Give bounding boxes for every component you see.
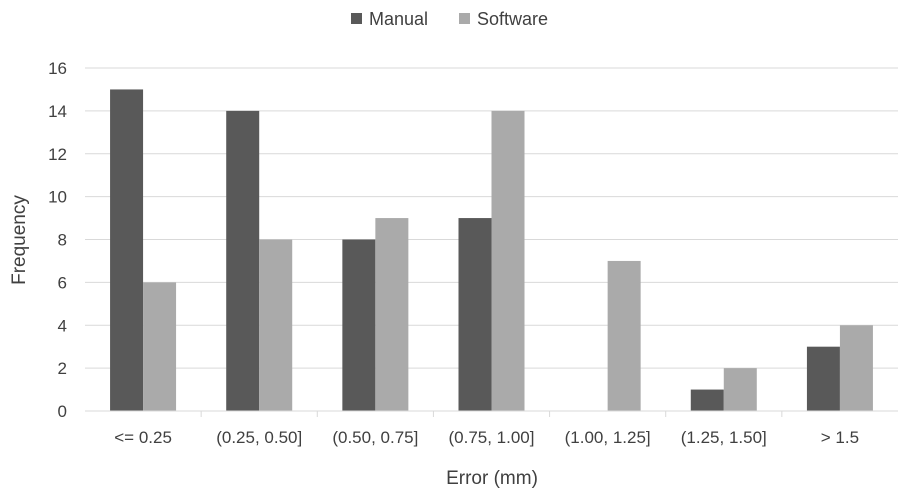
y-axis-ticks: 0 2 4 6 8 10 12 14 16 bbox=[48, 59, 67, 421]
y-tick-label: 16 bbox=[48, 59, 67, 78]
y-axis-title: Frequency bbox=[9, 195, 30, 285]
y-tick-label: 10 bbox=[48, 188, 67, 207]
x-tick-label: > 1.5 bbox=[821, 428, 859, 447]
y-tick-label: 6 bbox=[58, 273, 67, 292]
x-tick-label: (0.25, 0.50] bbox=[216, 428, 302, 447]
x-axis-ticks: <= 0.25 (0.25, 0.50] (0.50, 0.75] (0.75, 1.… bbox=[114, 411, 859, 447]
y-tick-label: 4 bbox=[58, 316, 67, 335]
legend-swatch-manual bbox=[351, 13, 362, 24]
x-tick-label: (1.25, 1.50] bbox=[681, 428, 767, 447]
bars bbox=[110, 89, 873, 411]
legend: Manual Software bbox=[351, 9, 548, 29]
y-tick-label: 0 bbox=[58, 402, 67, 421]
x-axis-title: Error (mm) bbox=[446, 468, 538, 489]
bar-manual bbox=[110, 89, 144, 411]
x-tick-label: <= 0.25 bbox=[114, 428, 172, 447]
bar-software bbox=[375, 218, 409, 411]
x-tick-label: (1.00, 1.25] bbox=[565, 428, 651, 447]
y-tick-label: 2 bbox=[58, 359, 67, 378]
bar-software bbox=[839, 325, 873, 411]
x-tick-label: (0.50, 0.75] bbox=[332, 428, 418, 447]
y-tick-label: 8 bbox=[58, 231, 67, 250]
legend-label-manual: Manual bbox=[369, 9, 428, 29]
y-tick-label: 12 bbox=[48, 145, 67, 164]
bar-manual bbox=[458, 218, 492, 411]
legend-label-software: Software bbox=[477, 9, 548, 29]
bar-software bbox=[259, 239, 293, 411]
bar-software bbox=[491, 110, 525, 411]
bar-software bbox=[143, 282, 177, 411]
bar-software bbox=[723, 368, 757, 411]
bar-software bbox=[607, 260, 641, 411]
bar-manual bbox=[226, 110, 260, 411]
bar-manual bbox=[342, 239, 376, 411]
bar-manual bbox=[690, 389, 724, 411]
y-tick-label: 14 bbox=[48, 102, 67, 121]
bar-manual bbox=[806, 346, 840, 411]
legend-swatch-software bbox=[459, 13, 470, 24]
x-tick-label: (0.75, 1.00] bbox=[448, 428, 534, 447]
